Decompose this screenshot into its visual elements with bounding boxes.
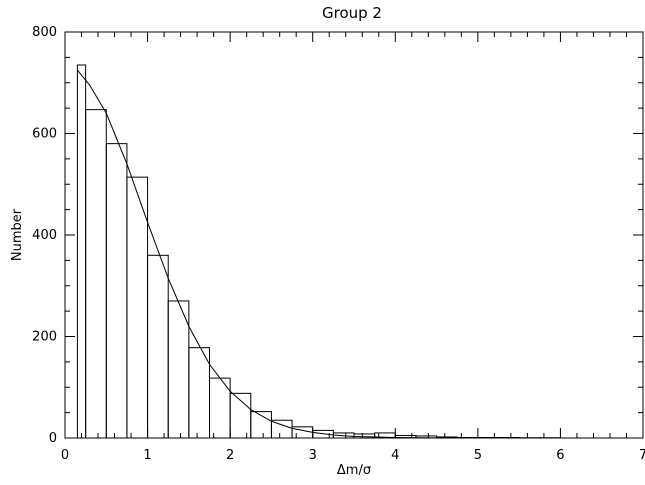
histogram-bar	[188, 347, 211, 439]
y-tick-label: 400	[32, 228, 57, 243]
x-tick-label: 2	[226, 448, 234, 463]
fit-curve	[77, 69, 561, 439]
x-tick-label: 1	[143, 448, 151, 463]
histogram	[76, 64, 561, 439]
y-tick-label: 200	[32, 330, 57, 345]
x-tick-label: 6	[556, 448, 564, 463]
plot-frame	[64, 31, 644, 439]
y-tick-label: 0	[49, 431, 57, 446]
tick-labels: 0 1 2 3 4 5 6 7 0 200 400 600 800	[32, 25, 645, 463]
y-axis-title: Number	[10, 208, 25, 261]
y-tick-label: 600	[32, 127, 57, 142]
histogram-bar	[167, 300, 190, 439]
chart-title: Group 2	[322, 4, 382, 22]
histogram-bar	[270, 419, 293, 439]
x-tick-label: 7	[639, 448, 645, 463]
histogram-bar	[76, 64, 87, 439]
histogram-bar	[126, 176, 149, 439]
x-tick-label: 3	[309, 448, 317, 463]
x-tick-label: 5	[474, 448, 482, 463]
histogram-bar	[85, 109, 107, 439]
axis-ticks	[64, 31, 644, 439]
x-axis-title: Δm/σ	[337, 463, 371, 478]
histogram-bar	[147, 254, 169, 439]
histogram-bar	[105, 143, 128, 439]
x-tick-label: 4	[391, 448, 399, 463]
y-tick-label: 800	[32, 25, 57, 40]
x-tick-label: 0	[61, 448, 69, 463]
